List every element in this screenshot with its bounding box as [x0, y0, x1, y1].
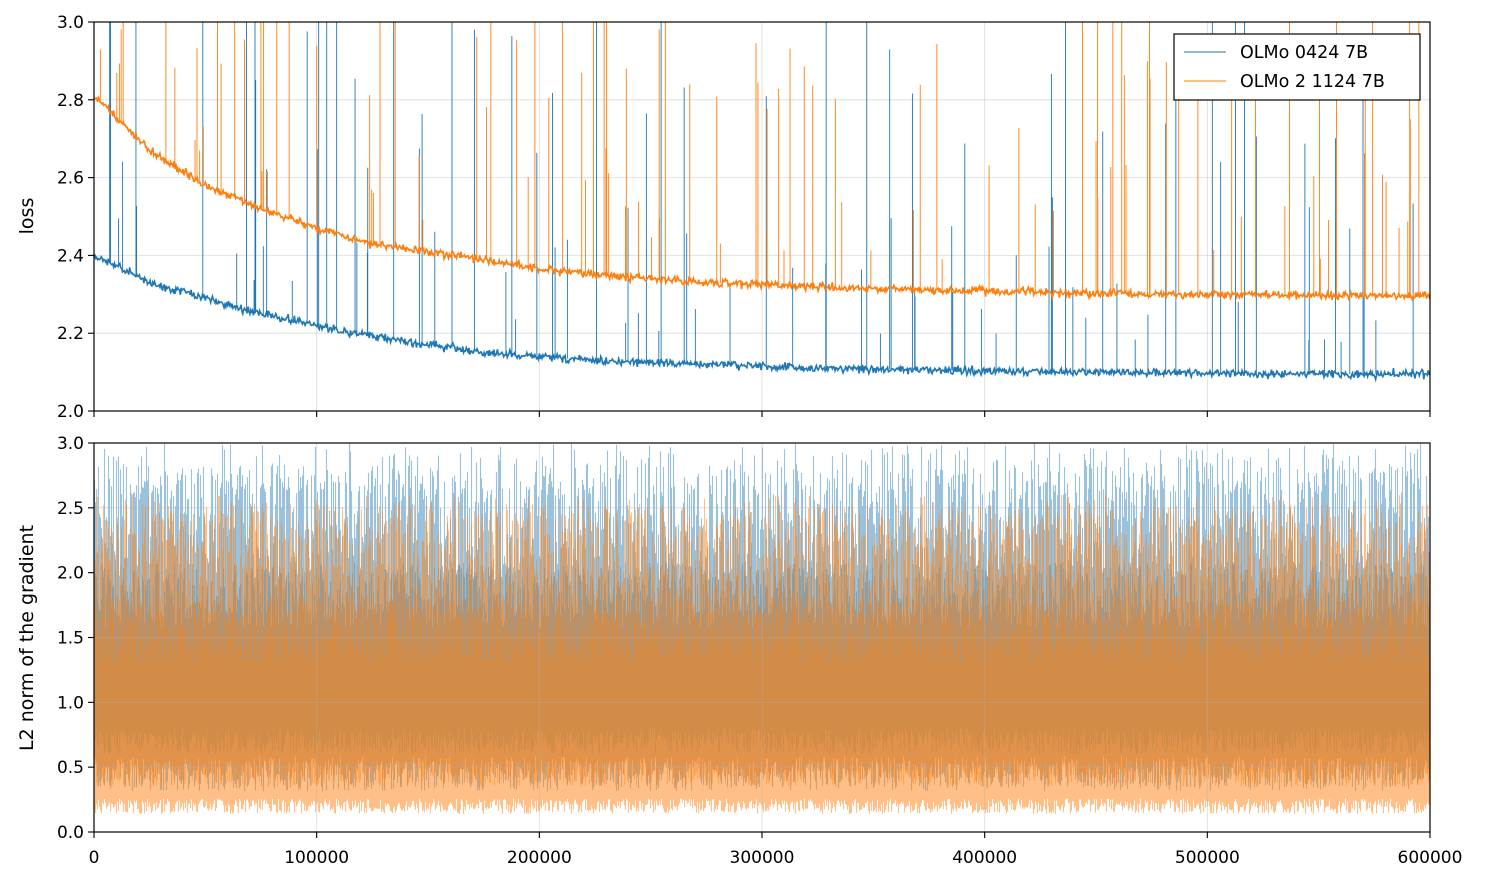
y-tick-label: 0.0 [57, 823, 84, 843]
grad-norm-subplot: 0.0 0.5 1.0 1.5 2.0 2.5 3.0 0 100000 200000 300000… [16, 434, 1462, 868]
loss-subplot: 2.0 2.2 2.4 2.6 2.8 3.0 loss OLMo 0424 7B OLM… [16, 13, 1431, 422]
y-tick-label: 2.2 [57, 324, 84, 344]
x-tick-label: 0 [89, 848, 100, 868]
y-tick-label: 0.5 [57, 758, 84, 778]
grad-ylabel: L2 norm of the gradient [16, 525, 38, 751]
y-tick-label: 2.8 [57, 91, 84, 111]
loss-legend: OLMo 0424 7B OLMo 2 1124 7B [1173, 33, 1421, 101]
y-tick-label: 1.5 [57, 629, 84, 649]
grad-ticks: 0.0 0.5 1.0 1.5 2.0 2.5 3.0 0 100000 200000 300000… [57, 434, 1463, 868]
y-tick-label: 2.4 [57, 246, 84, 266]
y-tick-label: 2.0 [57, 564, 84, 584]
y-tick-label: 2.6 [57, 169, 84, 189]
loss-line [93, 254, 1431, 383]
x-tick-label: 500000 [1175, 848, 1240, 868]
loss-spikes [99, 22, 1420, 296]
loss-series-layer [93, 22, 1431, 383]
y-tick-label: 3.0 [57, 13, 84, 33]
legend-label-olmo-2-1124: OLMo 2 1124 7B [1240, 72, 1385, 92]
y-tick-label: 3.0 [57, 434, 84, 454]
x-tick-label: 600000 [1398, 848, 1463, 868]
legend-label-olmo-0424: OLMo 0424 7B [1240, 43, 1368, 63]
y-tick-label: 1.0 [57, 693, 84, 713]
legend-box [1173, 33, 1421, 101]
loss-ticks: 2.0 2.2 2.4 2.6 2.8 3.0 [57, 13, 1431, 422]
x-tick-label: 100000 [284, 848, 349, 868]
x-tick-label: 300000 [730, 848, 795, 868]
loss-series-olmo-2-1124-7b [93, 22, 1431, 302]
x-tick-label: 200000 [507, 848, 572, 868]
y-tick-label: 2.0 [57, 402, 84, 422]
x-tick-label: 400000 [952, 848, 1017, 868]
y-tick-label: 2.5 [57, 499, 84, 519]
loss-ylabel: loss [16, 198, 38, 235]
